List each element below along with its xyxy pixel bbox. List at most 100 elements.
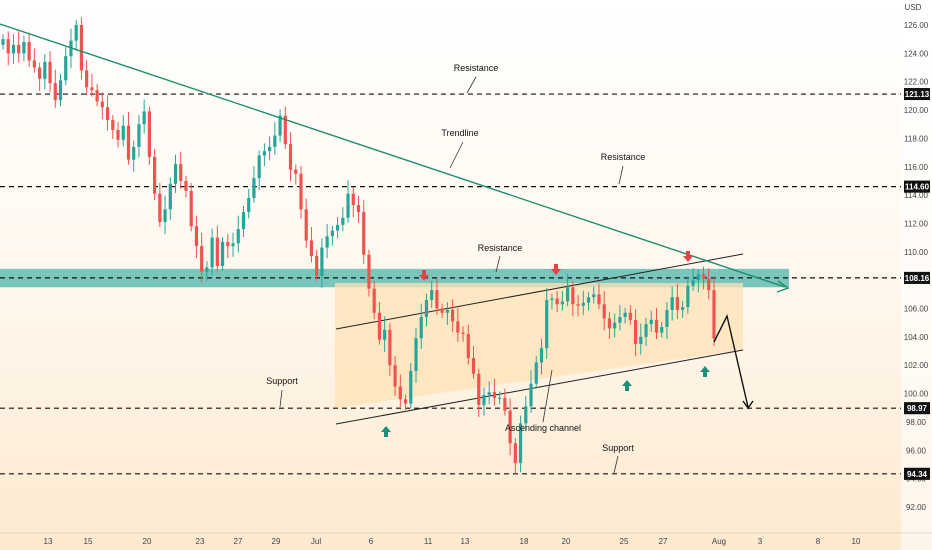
candle-body (158, 193, 162, 223)
candle (43, 54, 47, 90)
candle-body (299, 173, 303, 210)
candle (696, 269, 700, 293)
candle-body (231, 243, 235, 247)
candles (1, 17, 716, 474)
trendline (0, 23, 790, 410)
candle-body (539, 348, 544, 363)
candle-body (205, 267, 209, 272)
candle-body (252, 178, 256, 198)
candle-body (1, 39, 5, 45)
candle-body (17, 44, 21, 54)
candle (644, 317, 648, 347)
candle-body (74, 25, 78, 41)
x-tick-label: 27 (234, 537, 243, 546)
candle (576, 295, 580, 317)
candle (262, 143, 266, 167)
y-tick-label: 116.00 (904, 163, 928, 172)
candle-body (665, 309, 669, 327)
candle (424, 293, 429, 327)
candle (37, 62, 42, 91)
candle (555, 290, 559, 313)
candle (597, 283, 601, 310)
candle-body (320, 247, 324, 276)
zone-layer (0, 268, 789, 288)
candle-body (670, 297, 674, 310)
candle (388, 323, 392, 376)
annotation-pointer (495, 255, 501, 273)
arrow-up-icon (622, 380, 632, 391)
x-tick-label: 23 (196, 537, 205, 546)
x-tick-label: 15 (84, 537, 93, 546)
candle-body (226, 241, 230, 247)
candle-body (294, 169, 298, 174)
candle-body (335, 224, 340, 231)
candle (456, 307, 460, 342)
candle (179, 151, 183, 189)
candle (283, 106, 287, 150)
candle (189, 183, 193, 232)
candle (325, 224, 329, 259)
candle-body (461, 332, 465, 335)
candle (471, 346, 476, 379)
candle (168, 177, 172, 220)
candle (252, 166, 256, 203)
y-tick-label: 114.00 (904, 191, 928, 200)
annotations: Resistance Trendline Resistance Resistance S… (266, 63, 645, 474)
candle-body (508, 410, 512, 444)
y-tick-label: 112.00 (904, 219, 928, 228)
candle-body (330, 230, 334, 237)
candle (586, 292, 591, 311)
candle-body (414, 338, 418, 371)
candle-body (393, 365, 397, 387)
candle (351, 187, 355, 218)
candle (335, 217, 340, 239)
candle (74, 20, 78, 52)
candle (445, 302, 449, 325)
candle-body (492, 392, 497, 398)
candle (309, 227, 314, 263)
candle-body (498, 397, 502, 399)
candle (356, 195, 361, 223)
candle (377, 302, 382, 345)
candle (17, 31, 21, 63)
candle (681, 300, 685, 318)
annotation-label: Support (602, 443, 634, 453)
x-tick-label: 3 (758, 537, 763, 546)
arrow-down-icon (551, 264, 561, 275)
y-tick-label: 122.00 (904, 78, 929, 87)
candle (435, 278, 439, 315)
y-tick-label: 96.00 (906, 446, 927, 455)
candle-body (712, 290, 716, 339)
x-tick-label: 11 (424, 537, 433, 546)
candle (247, 188, 251, 219)
candle (362, 200, 366, 264)
candle (85, 59, 89, 96)
x-tick-label: 27 (659, 537, 668, 546)
candle (341, 207, 345, 232)
candle-body (383, 329, 387, 340)
candle (273, 122, 277, 155)
candle-body (419, 317, 423, 339)
candle-body (545, 300, 549, 349)
candle-body (524, 406, 528, 424)
level-price-label: 98.97 (907, 404, 928, 413)
candle (58, 73, 63, 107)
candle (534, 356, 538, 389)
candle-body (639, 336, 643, 344)
candle (205, 261, 209, 281)
candle (513, 438, 517, 474)
candle (173, 154, 178, 193)
candle (581, 290, 585, 315)
candle-body (126, 125, 131, 160)
candle-body (681, 307, 685, 310)
candle-body (696, 274, 700, 281)
candle-body (309, 240, 314, 257)
candle-body (288, 144, 293, 170)
candle-body (58, 80, 63, 101)
candle-body (633, 319, 638, 344)
candle-body (147, 111, 151, 157)
candle (623, 307, 627, 324)
